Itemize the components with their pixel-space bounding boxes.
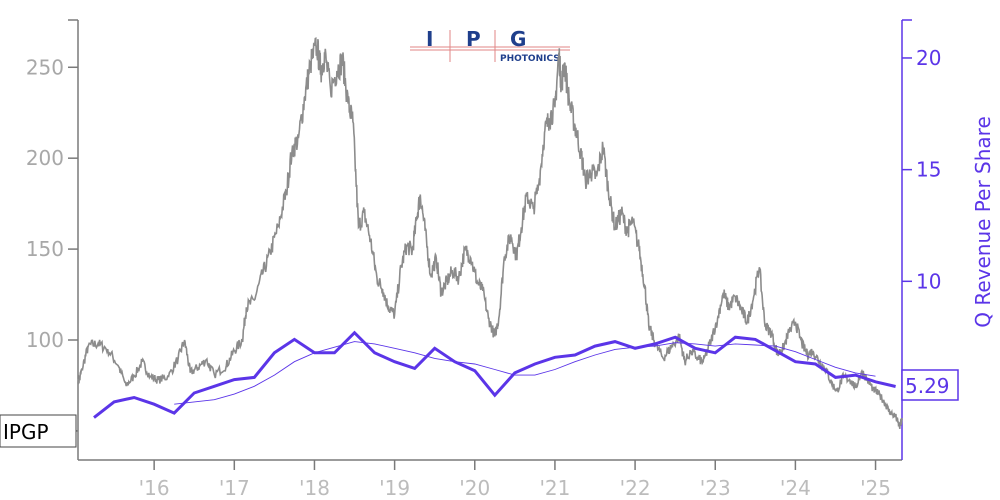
right-tick-label: 20 [916, 46, 941, 70]
right-tick-label: 10 [916, 269, 941, 293]
x-tick-label: '19 [379, 476, 410, 500]
x-tick-label: '22 [620, 476, 651, 500]
revenue-smoothed-series-line [174, 341, 876, 405]
logo-letter-g: G [510, 27, 526, 51]
x-tick-label: '25 [860, 476, 891, 500]
logo-letter-p: P [466, 27, 481, 51]
last-value-tag: 5.29 [901, 369, 959, 401]
axes: 501001502002505101520'16'17'18'19'20'21'… [26, 19, 941, 500]
revenue-series-line [93, 330, 896, 419]
x-tick-label: '20 [459, 476, 490, 500]
ipg-photonics-logo: I P G PHOTONICS [410, 27, 570, 64]
left-tick-label: 150 [26, 237, 64, 261]
x-tick-label: '17 [219, 476, 250, 500]
x-tick-label: '21 [539, 476, 570, 500]
price-series-line [77, 37, 903, 429]
right-tick-label: 15 [916, 158, 941, 182]
logo-letter-i: I [426, 27, 433, 51]
x-tick-label: '16 [139, 476, 170, 500]
x-tick-label: '24 [780, 476, 811, 500]
right-axis-label: Q Revenue Per Share [971, 116, 995, 328]
last-value-label: 5.29 [905, 374, 950, 398]
left-tick-label: 200 [26, 146, 64, 170]
ticker-label: IPGP [3, 420, 49, 444]
ticker-tag: IPGP [0, 414, 77, 448]
x-tick-label: '18 [299, 476, 330, 500]
left-tick-label: 100 [26, 328, 64, 352]
left-tick-label: 250 [26, 55, 64, 79]
logo-subtitle: PHOTONICS [500, 54, 560, 64]
x-tick-label: '23 [700, 476, 731, 500]
